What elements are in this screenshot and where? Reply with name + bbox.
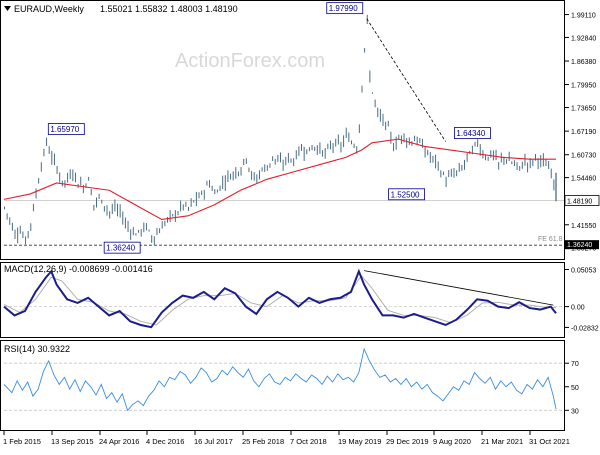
fe-label: FE 61.8: [538, 236, 563, 243]
moving-average-line: [3, 138, 556, 221]
price-tick-label: 1.86380: [571, 59, 596, 66]
rsi-tick-label: 70: [571, 361, 579, 368]
time-tick-label: 1 Feb 2015: [3, 437, 41, 446]
price-gridlines: [4, 200, 564, 246]
rsi-line: [3, 347, 557, 412]
price-trendline: [366, 18, 446, 142]
price-tick-label: 1.35270: [571, 246, 596, 253]
time-tick-label: 24 Apr 2016: [99, 437, 139, 446]
fe-value-text: 1.36240: [567, 242, 592, 249]
price-label-box: [453, 127, 491, 139]
rsi-gridlines: [4, 362, 564, 411]
price-tick-label: 1.67190: [571, 129, 596, 136]
macd-series: [3, 268, 557, 329]
price-label: 1.52500: [391, 190, 420, 199]
price-labels: FE 61.8 1.36240 1.48190 1.97990 1.65970 1.643…: [47, 2, 600, 254]
macd-tick-label: -0.02832: [571, 325, 599, 332]
price-tick-label: 1.99110: [571, 13, 596, 20]
price-label-box: [47, 123, 85, 135]
price-label: 1.36240: [106, 244, 135, 253]
time-tick-label: 7 Oct 2018: [290, 437, 327, 446]
price-label: 1.64340: [456, 129, 485, 138]
time-tick-label: 4 Dec 2016: [146, 437, 184, 446]
price-tick-label: 1.41550: [571, 223, 596, 230]
rsi-axis-ticks: 70 50 30: [565, 361, 579, 415]
price-label-box: [103, 241, 141, 254]
rsi-tick-label: 50: [571, 385, 579, 392]
last-price-box: [564, 195, 600, 206]
time-tick-label: 31 Oct 2021: [529, 437, 570, 446]
macd-panel: [0, 262, 565, 338]
ohlc-values: 1.55021 1.55832 1.48003 1.48190: [100, 4, 238, 14]
time-axis: 1 Feb 2015 13 Sep 2015 24 Apr 2016 4 Dec 20…: [3, 431, 570, 446]
price-axis-ticks: 1.99110 1.92840 1.86380 1.79950 1.73650 1.671…: [565, 13, 596, 253]
macd-title: MACD(12,26,9) -0.008699 -0.001416: [4, 264, 153, 274]
time-tick-label: 29 Dec 2019: [386, 437, 429, 446]
macd-line: [3, 268, 557, 329]
last-price-text: 1.48190: [567, 199, 592, 206]
price-series: [3, 14, 557, 245]
macd-tick-label: 0.05053: [571, 267, 596, 274]
macd-tick-label: 0.00: [571, 305, 585, 312]
macd-axis-ticks: 0.05053 0.00 -0.02832: [565, 267, 599, 332]
time-tick-label: 9 Aug 2020: [433, 437, 471, 446]
dropdown-triangle-icon[interactable]: [4, 6, 11, 11]
macd-trendline: [364, 270, 554, 306]
price-tick-label: 1.79950: [571, 83, 596, 90]
price-tick-label: 1.92840: [571, 35, 596, 42]
price-label-box: [388, 188, 425, 201]
time-tick-label: 13 Sep 2015: [51, 437, 94, 446]
time-tick-label: 19 May 2019: [338, 437, 381, 446]
rsi-panel: [0, 340, 565, 431]
price-tick-label: 1.54460: [571, 176, 596, 183]
price-label: 1.97990: [329, 4, 358, 13]
time-tick-label: 25 Feb 2018: [242, 437, 284, 446]
symbol-timeframe: EURAUD,Weekly: [14, 4, 84, 14]
price-label-box: [326, 2, 364, 15]
rsi-title: RSI(14) 30.9322: [4, 344, 70, 354]
fe-value-box: [565, 240, 599, 250]
price-label: 1.65970: [50, 125, 79, 134]
rsi-tick-label: 30: [571, 408, 579, 415]
price-tick-label: 1.73650: [571, 106, 596, 113]
time-tick-label: 16 Jul 2017: [194, 437, 233, 446]
watermark: ActionForex.com: [175, 50, 325, 72]
price-tick-label: 1.60730: [571, 153, 596, 160]
time-tick-label: 21 Mar 2021: [481, 437, 523, 446]
rsi-series: [3, 347, 557, 412]
